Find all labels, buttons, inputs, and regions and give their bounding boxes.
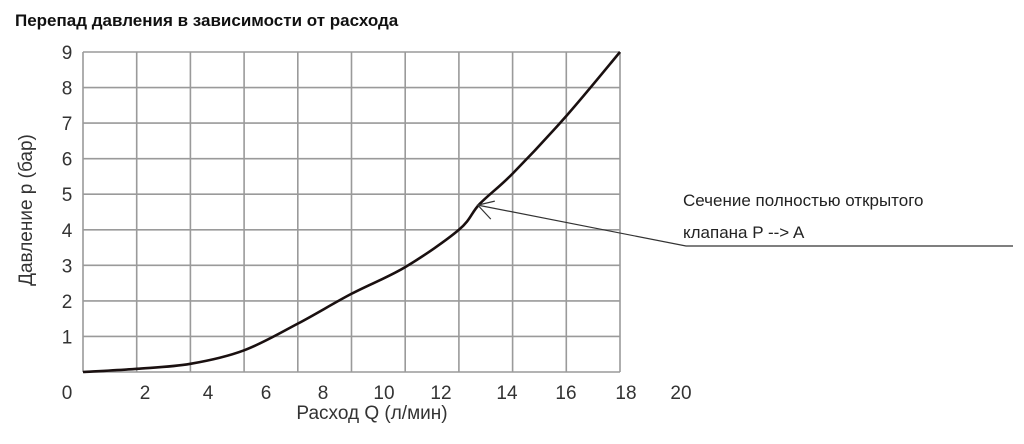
y-tick-label: 5 <box>62 185 73 206</box>
x-tick-label: 0 <box>62 383 73 404</box>
y-tick-label: 8 <box>62 79 73 100</box>
x-tick-label: 10 <box>373 383 394 404</box>
y-tick-label: 9 <box>62 43 73 64</box>
y-tick-label: 6 <box>62 150 73 171</box>
annotation-arrowhead <box>476 200 495 220</box>
x-tick-label: 8 <box>318 383 329 404</box>
annotation: Сечение полностью открытого клапана P --… <box>476 191 1013 247</box>
annotation-line-1: Сечение полностью открытого <box>683 191 924 210</box>
x-tick-label: 6 <box>261 383 272 404</box>
x-tick-label: 18 <box>615 383 636 404</box>
x-axis-label: Расход Q (л/мин) <box>296 403 447 424</box>
y-tick-label: 7 <box>62 114 73 135</box>
annotation-line-2: клапана P --> A <box>683 223 805 242</box>
x-tick-label: 12 <box>430 383 451 404</box>
series-line <box>82 51 621 374</box>
y-tick-label: 2 <box>62 292 73 313</box>
y-tick-labels: 1 2 3 4 5 6 7 8 9 <box>62 43 73 348</box>
annotation-leader-line <box>477 204 1013 247</box>
grid <box>82 51 621 373</box>
y-axis-label: Давление p (бар) <box>16 134 37 286</box>
y-tick-label: 4 <box>62 221 73 242</box>
x-tick-label: 20 <box>670 383 691 404</box>
x-tick-label: 2 <box>140 383 151 404</box>
y-tick-label: 1 <box>62 327 73 348</box>
x-tick-label: 16 <box>555 383 576 404</box>
y-tick-label: 3 <box>62 256 73 277</box>
chart-title: Перепад давления в зависимости от расход… <box>15 11 399 30</box>
x-tick-label: 14 <box>496 383 518 404</box>
x-tick-label: 4 <box>203 383 214 404</box>
x-tick-labels: 0 2 4 6 8 10 12 14 16 18 20 <box>62 383 692 404</box>
